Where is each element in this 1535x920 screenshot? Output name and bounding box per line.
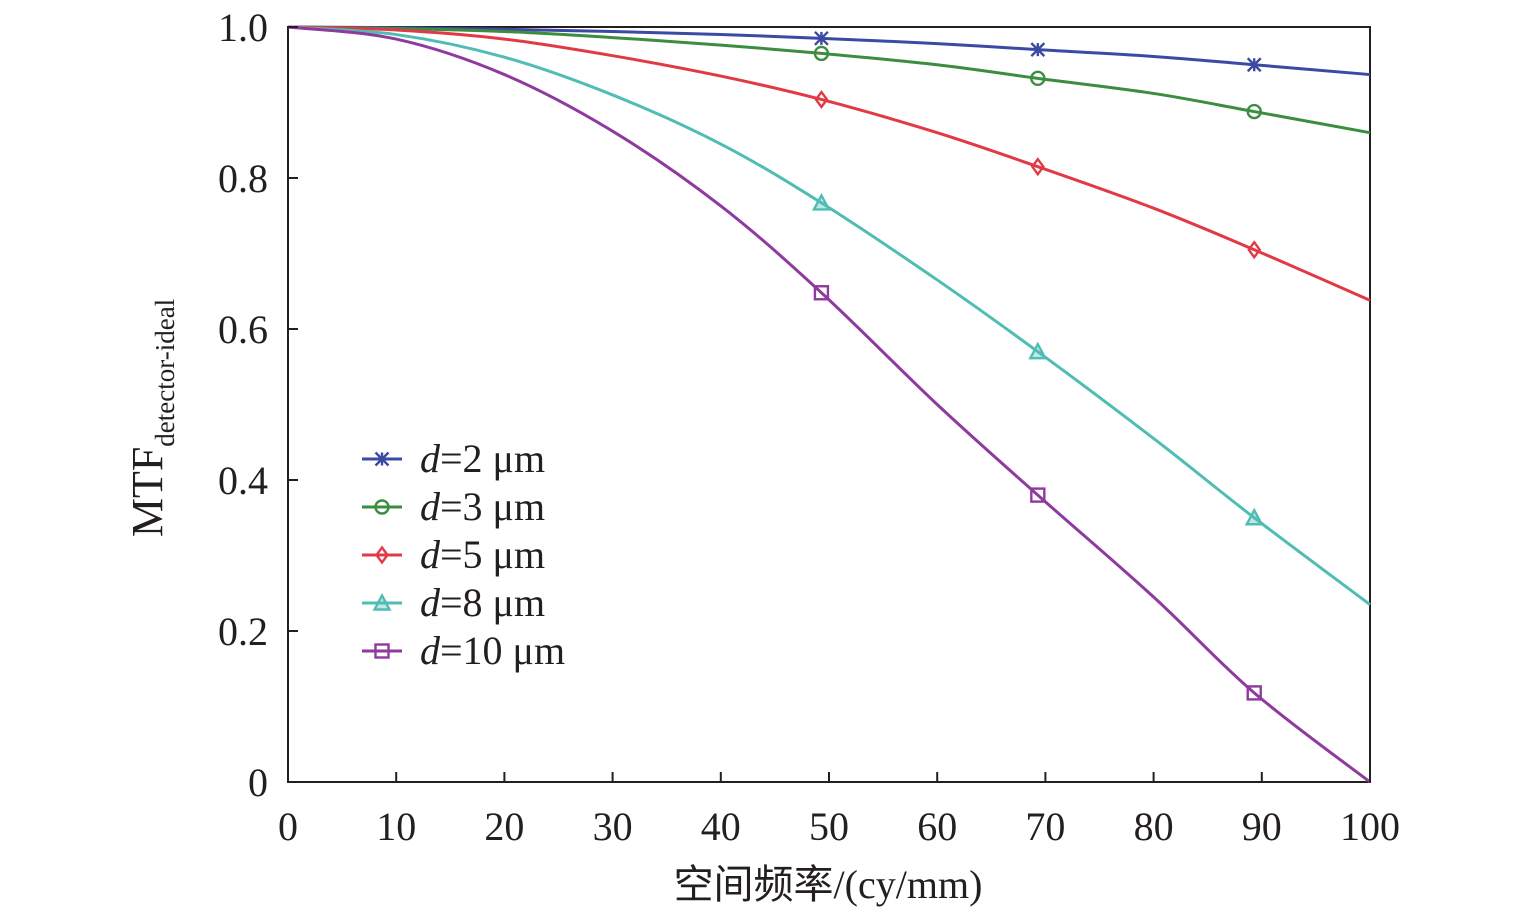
legend-item-10um: d=10 μm	[362, 628, 565, 673]
x-tick-label: 60	[917, 804, 957, 849]
series-5um	[287, 25, 1371, 302]
data-point-marker	[1030, 42, 1046, 57]
data-point-marker	[1030, 487, 1046, 503]
series-line	[287, 25, 1371, 606]
legend-label-value: =5 μm	[440, 532, 545, 577]
data-point-marker	[1028, 341, 1048, 360]
data-point-marker	[811, 192, 831, 211]
x-tick-label: 20	[484, 804, 524, 849]
y-tick-label: 1.0	[218, 5, 268, 50]
data-point-marker	[813, 45, 830, 62]
x-tick-label: 100	[1340, 804, 1400, 849]
legend-item-8um: d=8 μm	[362, 580, 545, 625]
legend-item-5um: d=5 μm	[362, 532, 545, 577]
legend-label-variable: d	[420, 484, 441, 529]
series-10um	[287, 25, 1371, 784]
x-tick-label: 40	[701, 804, 741, 849]
y-axis-title-subscript: detector-ideal	[150, 299, 180, 447]
svg-text:MTFdetector-ideal: MTFdetector-ideal	[123, 299, 180, 537]
data-point-marker	[814, 30, 829, 46]
legend-item-3um: d=3 μm	[362, 484, 545, 529]
legend-swatch-marker	[374, 643, 390, 659]
x-tick-label: 80	[1134, 804, 1174, 849]
legend-label-variable: d	[420, 436, 441, 481]
legend-label-value: =8 μm	[440, 580, 545, 625]
series-line	[287, 25, 1371, 135]
x-tick-label: 10	[376, 804, 416, 849]
y-axis-title: MTFdetector-ideal	[123, 299, 180, 537]
data-point-marker	[1030, 157, 1045, 177]
data-point-marker	[1030, 70, 1046, 87]
y-axis-title-main: MTF	[123, 447, 172, 537]
legend-label: d=8 μm	[420, 580, 545, 625]
axes-layer: 0 10 20 30 40 50 60 70 80 90 100 0 0.2 0.4 0.6 0.8 1.0	[218, 5, 1400, 849]
y-tick-label: 0.4	[218, 458, 268, 503]
x-tick-label: 70	[1025, 804, 1065, 849]
x-tick-label: 0	[278, 804, 298, 849]
x-tick-label: 90	[1242, 804, 1282, 849]
data-point-marker	[1244, 507, 1264, 526]
y-tick-label: 0	[248, 760, 268, 805]
data-point-marker	[1246, 685, 1262, 701]
series-3um	[287, 25, 1371, 135]
x-axis-title: 空间频率/(cy/mm)	[674, 862, 983, 907]
legend-label: d=2 μm	[420, 436, 545, 481]
legend-swatch-marker	[374, 499, 390, 515]
legend-item-2um: d=2 μm	[362, 436, 545, 481]
data-point-marker	[814, 89, 829, 110]
series-line	[287, 25, 1371, 784]
data-point-marker	[1246, 103, 1262, 120]
series-8um	[287, 25, 1371, 606]
legend-swatch-marker	[375, 545, 389, 565]
legend-label: d=10 μm	[420, 628, 565, 673]
data-point-marker	[813, 285, 830, 301]
y-tick-label: 0.2	[218, 609, 268, 654]
y-tick-label: 0.8	[218, 156, 268, 201]
series-line	[287, 25, 1371, 302]
series-layer	[287, 25, 1371, 784]
data-point-marker	[1246, 57, 1262, 73]
legend-label-value: =10 μm	[440, 628, 565, 673]
legend-label: d=5 μm	[420, 532, 545, 577]
legend-label-variable: d	[420, 628, 441, 673]
legend-label-variable: d	[420, 532, 441, 577]
series-2um	[287, 25, 1371, 77]
legend-label-variable: d	[420, 580, 441, 625]
legend: d=2 μmd=3 μmd=5 μmd=8 μmd=10 μm	[362, 436, 565, 673]
data-point-marker	[1247, 240, 1262, 260]
x-tick-label: 30	[593, 804, 633, 849]
legend-label-value: =3 μm	[440, 484, 545, 529]
legend-swatch-marker	[372, 592, 392, 611]
y-tick-label: 0.6	[218, 307, 268, 352]
legend-label-value: =2 μm	[440, 436, 545, 481]
legend-swatch-marker	[374, 451, 390, 467]
x-tick-label: 50	[809, 804, 849, 849]
legend-label: d=3 μm	[420, 484, 545, 529]
